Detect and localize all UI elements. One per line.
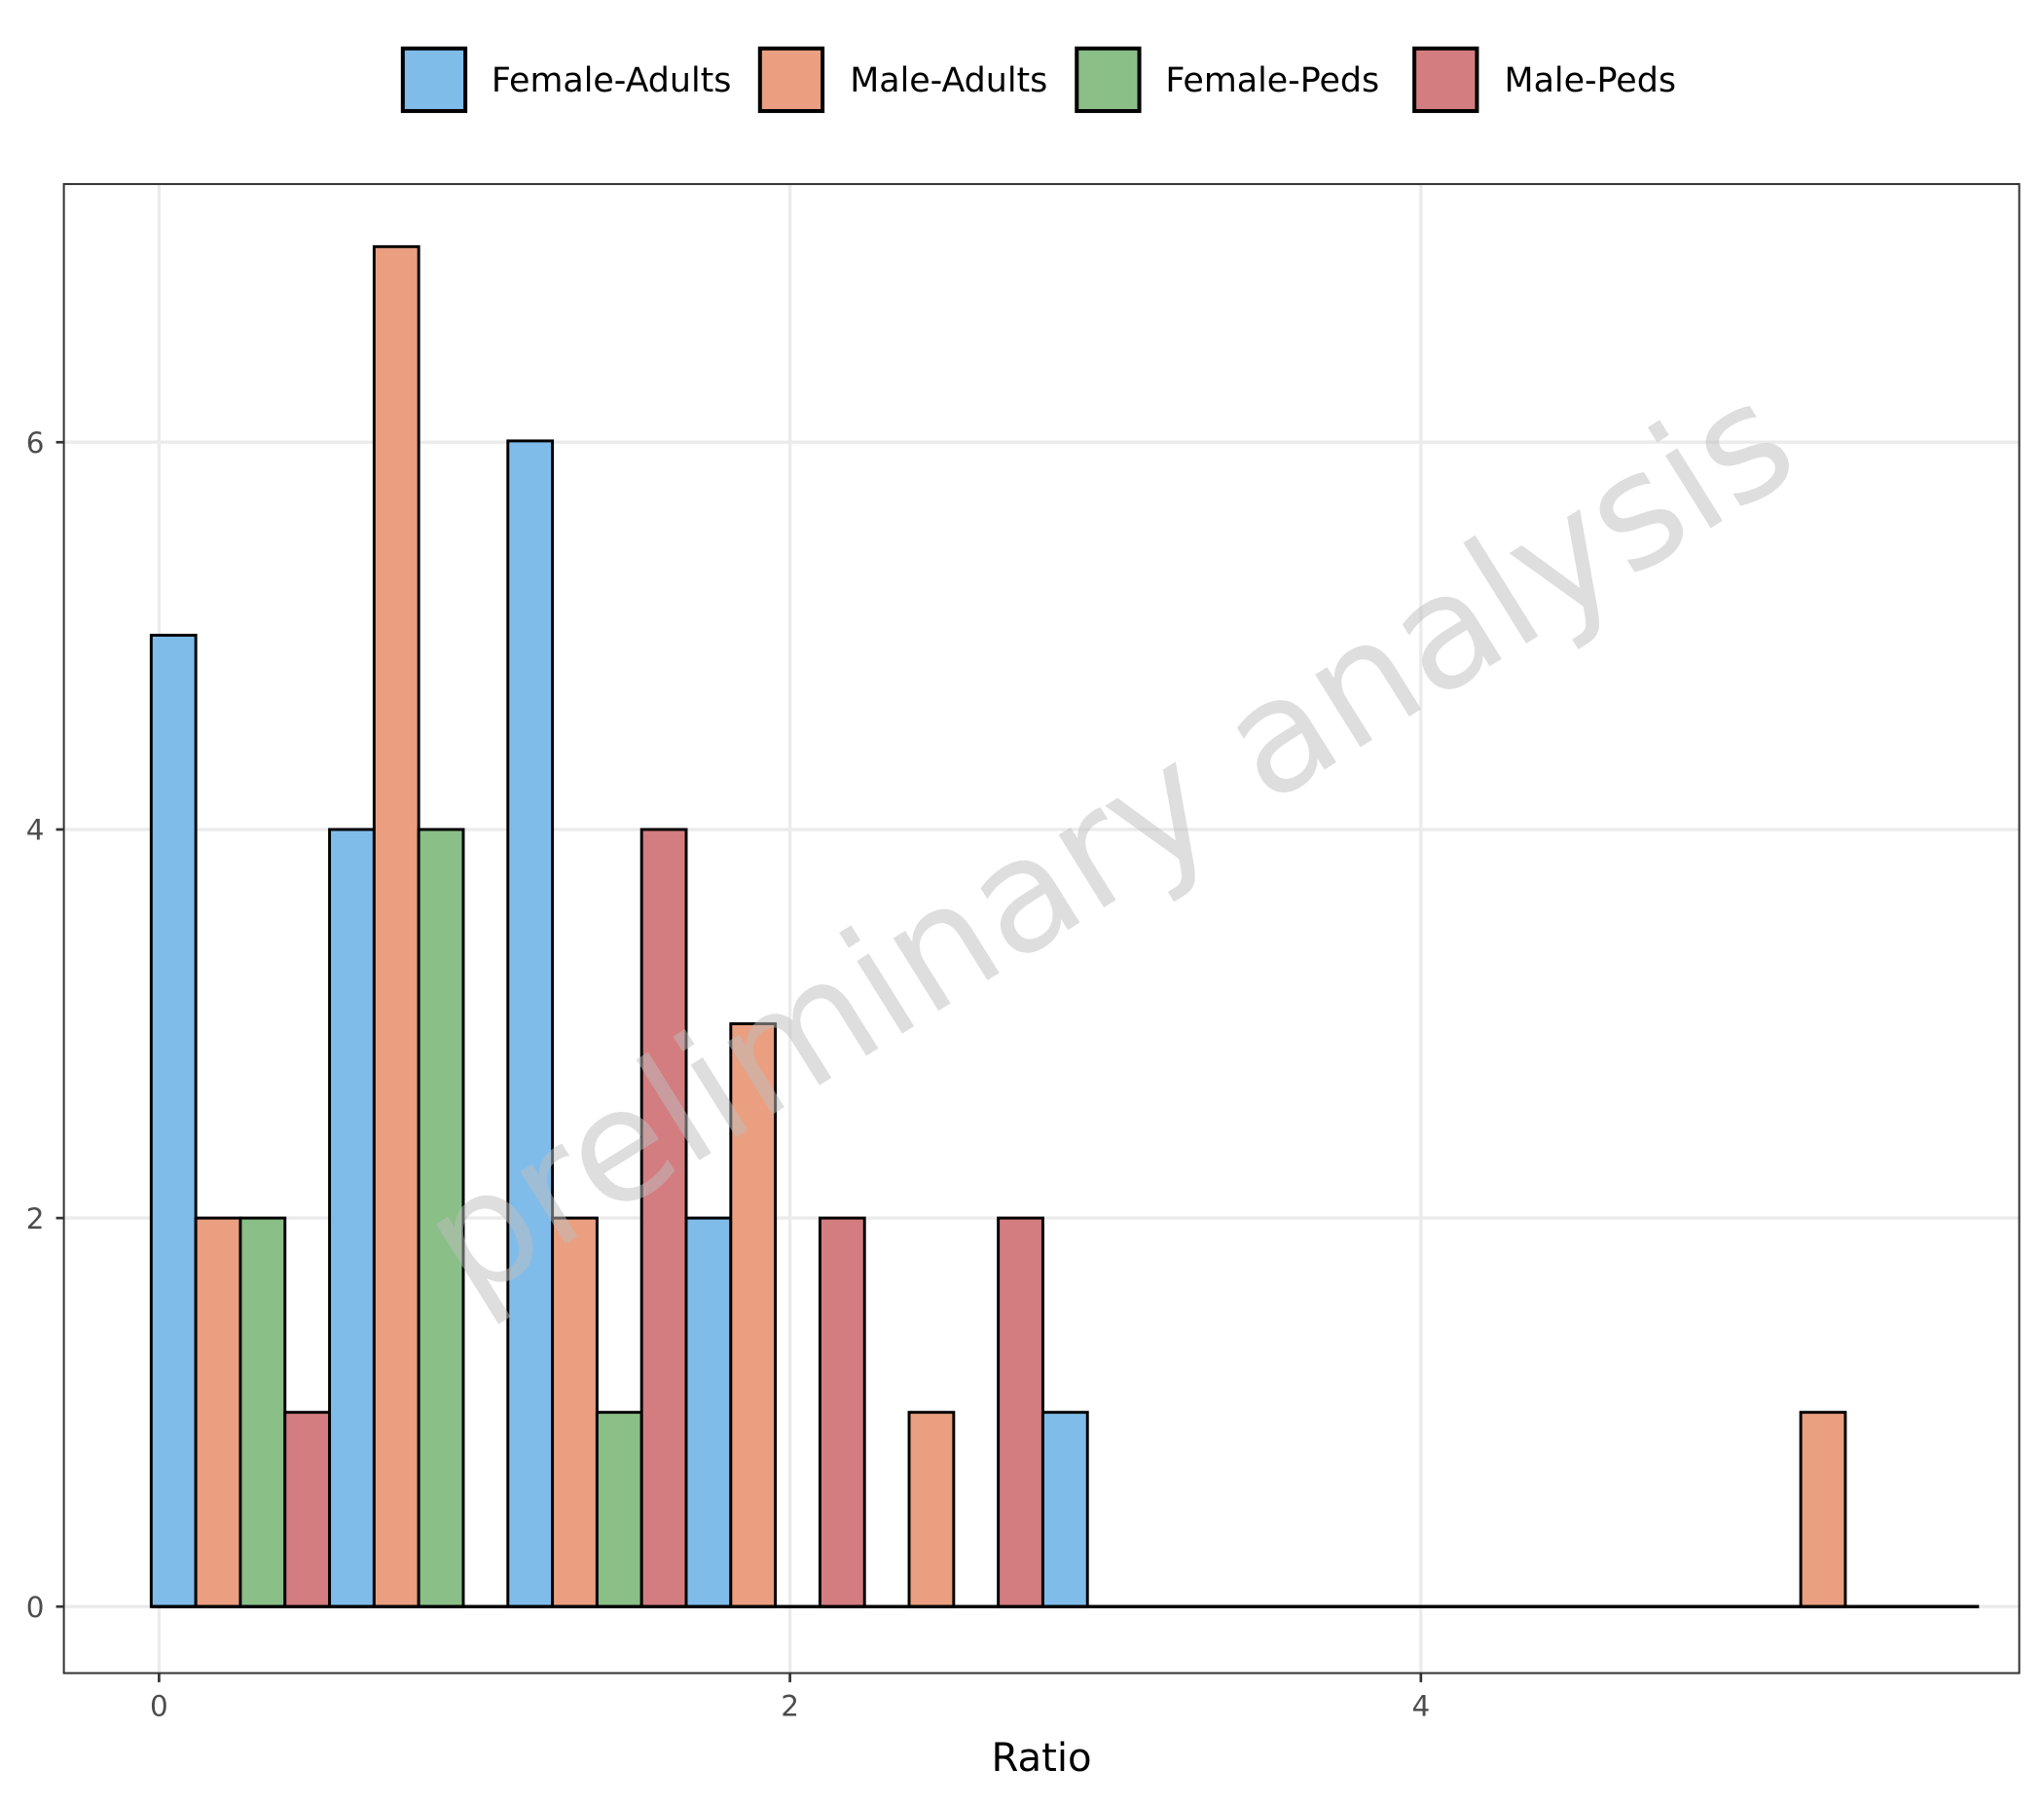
y-tick-label: 6 [26, 426, 45, 460]
x-tick-label: 0 [150, 1690, 168, 1723]
x-tick-label: 2 [781, 1690, 799, 1723]
histogram-bar [149, 633, 198, 1608]
legend: Female-Adults Male-Adults Female-Peds Ma… [400, 46, 1676, 114]
histogram-bar [328, 828, 376, 1608]
legend-swatch [1412, 46, 1479, 114]
panel-border [62, 183, 2021, 1675]
legend-item-female-adults: Female-Adults [400, 46, 732, 114]
y-tick-label: 2 [26, 1202, 45, 1235]
legend-label: Male-Peds [1505, 61, 1676, 100]
legend-item-male-adults: Male-Adults [757, 46, 1047, 114]
legend-item-male-peds: Male-Peds [1412, 46, 1676, 114]
histogram-bar [997, 1216, 1044, 1608]
histogram-bar [818, 1216, 866, 1608]
histogram-bar [907, 1411, 956, 1608]
x-axis-title: Ratio [992, 1736, 1092, 1781]
x-tick-label: 4 [1411, 1690, 1430, 1723]
legend-item-female-peds: Female-Peds [1075, 46, 1379, 114]
histogram-bar [551, 1216, 599, 1608]
y-axis: 0 2 4 6 [26, 426, 64, 1624]
histogram-bar [506, 439, 555, 1608]
histogram-bar [1799, 1411, 1847, 1608]
histogram-bar [372, 244, 420, 1608]
histogram-bar [1040, 1411, 1089, 1608]
legend-label: Male-Adults [850, 61, 1047, 100]
histogram-bar [595, 1411, 643, 1608]
histogram-bar [283, 1411, 332, 1608]
x-axis: 0 2 4 Ratio [150, 1673, 1430, 1781]
legend-swatch [757, 46, 825, 114]
plot-panel: preliminary analysis [62, 183, 2021, 1675]
bars [149, 244, 1847, 1608]
y-tick-label: 0 [26, 1591, 45, 1624]
histogram-bar [194, 1216, 242, 1608]
histogram-bar [729, 1022, 778, 1608]
histogram-bar [684, 1216, 733, 1608]
legend-swatch [400, 46, 468, 114]
histogram-bar [238, 1216, 287, 1608]
legend-swatch [1075, 46, 1142, 114]
legend-label: Female-Adults [492, 61, 732, 100]
legend-label: Female-Peds [1165, 61, 1379, 100]
y-tick-label: 4 [26, 814, 45, 847]
